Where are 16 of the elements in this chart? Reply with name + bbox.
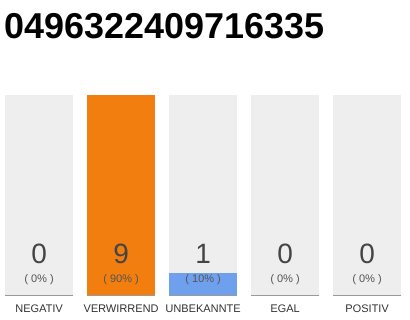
annotation: 0 — [359, 238, 375, 269]
annotation: ( 0% ) — [270, 273, 300, 285]
chart-title: 0496322409716335 — [4, 5, 324, 46]
annotation: 0 — [277, 238, 293, 269]
annotation: ( 0% ) — [24, 273, 54, 285]
x-tick-label: VERWIRREND — [84, 303, 159, 315]
x-tick-label: NEGATIV — [15, 303, 64, 315]
annotation: ( 0% ) — [352, 273, 382, 285]
annotation: 1 — [195, 238, 211, 269]
annotation: 0 — [31, 238, 47, 269]
annotation: ( 90% ) — [103, 273, 139, 285]
x-tick-label: POSITIV — [345, 303, 390, 315]
annotation: 9 — [113, 238, 129, 269]
x-tick-label: EGAL — [270, 303, 300, 315]
annotation: ( 10% ) — [185, 273, 221, 285]
x-tick-label: UNBEKANNTE — [165, 303, 241, 315]
